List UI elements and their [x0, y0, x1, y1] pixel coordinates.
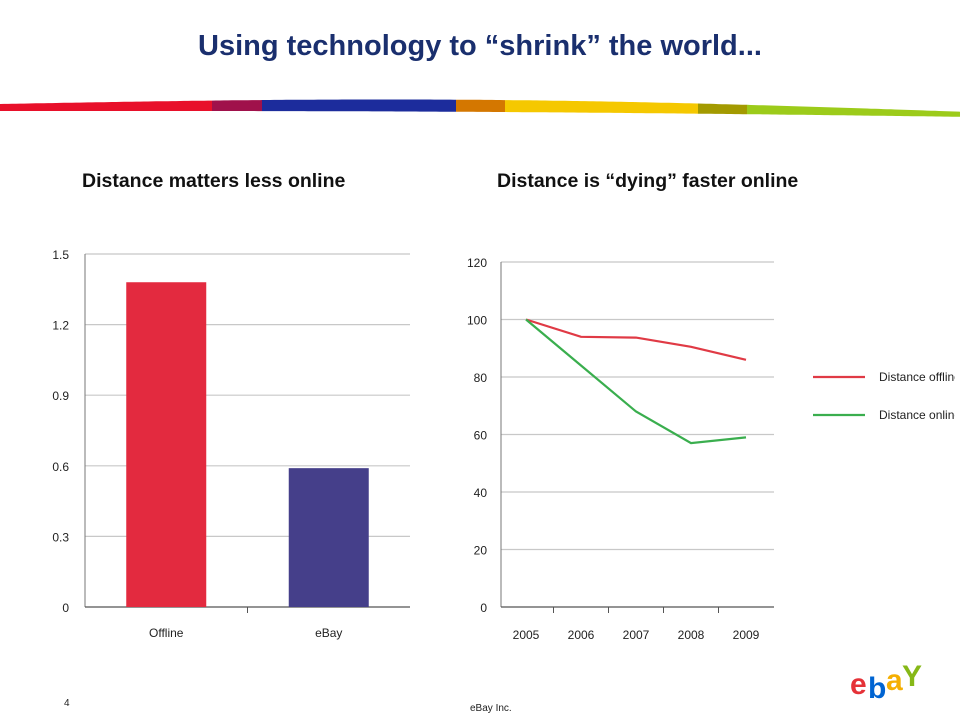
bar-y-tick-label: 0.3: [52, 530, 69, 544]
bar-chart: 0 0.3 0.6 0.9 1.2 1.5 Offline eBay: [52, 248, 410, 640]
bar-ebay: [288, 468, 369, 607]
bar-offline: [126, 282, 207, 607]
line-y-tick-label: 60: [474, 429, 488, 443]
swoosh-segment: [212, 100, 262, 112]
line-y-tick-label: 100: [467, 314, 487, 328]
right-chart-subtitle: Distance is “dying” faster online: [497, 170, 799, 192]
bar-y-tick-label: 0.6: [52, 460, 69, 474]
logo-letter-a: a: [886, 664, 903, 697]
ebay-logo: e b a Y: [850, 662, 922, 700]
line-y-tick-label: 80: [474, 371, 488, 385]
line-x-tick-label: 2008: [678, 628, 705, 642]
swoosh-segment: [262, 99, 456, 112]
line-x-tick-label: 2007: [623, 628, 650, 642]
line-x-tick-label: 2009: [733, 628, 760, 642]
bar-x-tick-label: Offline: [149, 626, 184, 640]
line-x-tick-label: 2006: [568, 628, 595, 642]
line-y-tick-label: 20: [474, 544, 488, 558]
line-x-tick-label: 2005: [513, 628, 540, 642]
line-chart: 0 20 40 60 80 100 120 2005 2006 2007 2008 2009 Dista…: [467, 256, 955, 642]
swoosh-segment: [0, 100, 212, 111]
series-line-online: [525, 318, 747, 445]
legend-label: Distance offline: [879, 370, 955, 384]
logo-letter-y: Y: [902, 662, 922, 693]
line-y-tick-label: 0: [480, 601, 487, 615]
color-swoosh-bar: [0, 99, 960, 117]
bar-y-tick-label: 1.2: [52, 319, 69, 333]
swoosh-segment: [747, 104, 960, 117]
slide-title: Using technology to “shrink” the world..…: [198, 30, 762, 62]
bar-x-tick-label: eBay: [315, 626, 342, 640]
left-chart-subtitle: Distance matters less online: [82, 170, 346, 192]
logo-letter-b: b: [868, 672, 886, 700]
swoosh-segment: [456, 99, 505, 112]
bar-y-tick-label: 0.9: [52, 389, 69, 403]
bar-y-tick-label: 0: [62, 601, 69, 615]
series-line-offline: [525, 318, 747, 361]
page-number: 4: [64, 698, 70, 709]
swoosh-segment: [505, 100, 698, 114]
bar-y-tick-label: 1.5: [52, 248, 69, 262]
legend-label: Distance online: [879, 408, 955, 422]
line-y-tick-label: 120: [467, 256, 487, 270]
footer-company: eBay Inc.: [470, 703, 512, 714]
line-y-tick-label: 40: [474, 486, 488, 500]
swoosh-segment: [698, 103, 747, 115]
logo-letter-e: e: [850, 668, 867, 700]
